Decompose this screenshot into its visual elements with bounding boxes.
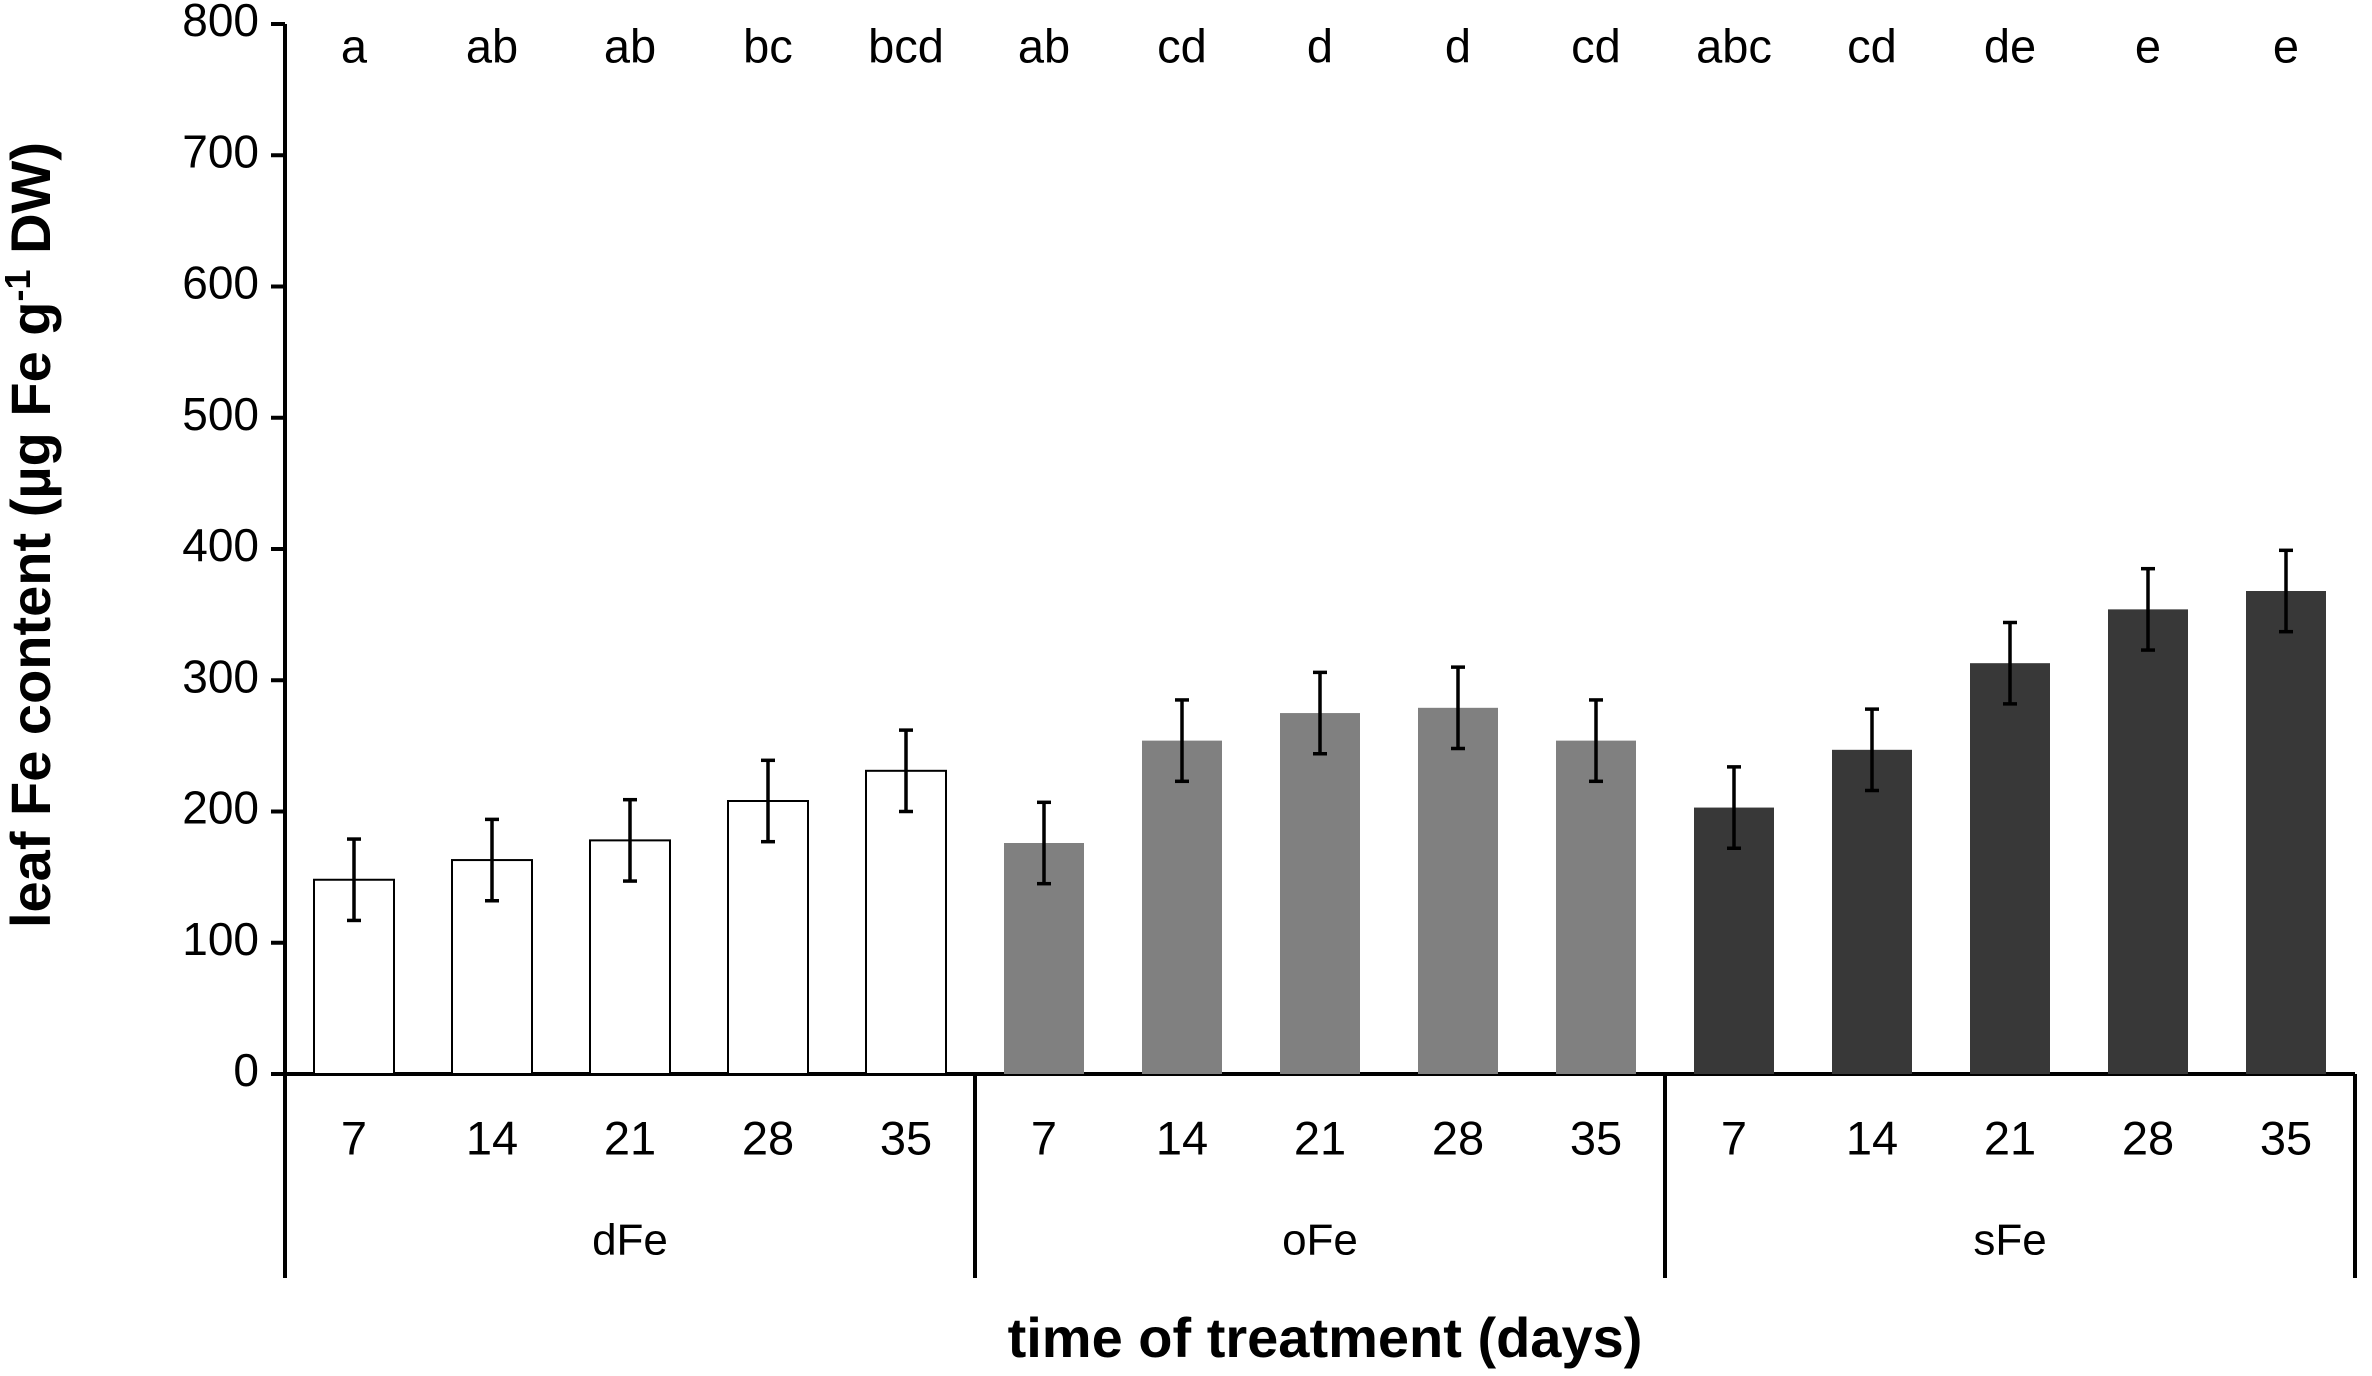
significance-letter: abc (1696, 19, 1772, 72)
significance-letter: de (1984, 19, 2036, 72)
bar-oFe-21 (1280, 713, 1360, 1074)
significance-letter: e (2135, 19, 2161, 72)
svg-text:leaf Fe content (µg Fe g-1 DW): leaf Fe content (µg Fe g-1 DW) (0, 142, 62, 928)
x-tick-label: 35 (1570, 1111, 1622, 1164)
significance-letter: ab (1018, 19, 1070, 72)
x-tick-label: 7 (1721, 1111, 1747, 1164)
bar-sFe-21 (1970, 663, 2050, 1074)
y-tick-label: 0 (233, 1044, 259, 1096)
significance-letter: e (2273, 19, 2299, 72)
group-label-sFe: sFe (1973, 1216, 2046, 1265)
significance-letter: bc (743, 19, 793, 72)
significance-letter: ab (466, 19, 518, 72)
significance-letter: ab (604, 19, 656, 72)
group-label-oFe: oFe (1282, 1216, 1358, 1265)
x-tick-label: 35 (2260, 1111, 2312, 1164)
x-tick-label: 14 (466, 1111, 518, 1164)
y-axis-title-main: leaf Fe content (µg Fe g (0, 302, 62, 929)
y-axis-title-end: DW) (0, 142, 62, 270)
y-tick-label: 800 (182, 0, 259, 46)
significance-letter: cd (1157, 19, 1207, 72)
y-tick-label: 600 (182, 257, 259, 309)
significance-letter: cd (1847, 19, 1897, 72)
y-tick-label: 700 (182, 125, 259, 177)
x-tick-label: 7 (341, 1111, 367, 1164)
plot-area: 0 100 200 300 400 500 600 700 800 a 7 ab 14 ab 21 bc 28 b… (182, 0, 2357, 1278)
significance-letter: cd (1571, 19, 1621, 72)
y-tick-label: 500 (182, 388, 259, 440)
y-axis-title-superscript: -1 (0, 269, 38, 301)
x-tick-label: 35 (880, 1111, 932, 1164)
y-tick-label: 400 (182, 519, 259, 571)
x-tick-label: 14 (1156, 1111, 1208, 1164)
bar-oFe-14 (1142, 740, 1222, 1074)
x-tick-label: 28 (742, 1111, 794, 1164)
significance-letter: bcd (868, 19, 944, 72)
bar-oFe-28 (1418, 707, 1498, 1074)
bar-sFe-7 (1694, 807, 1774, 1074)
x-tick-label: 7 (1031, 1111, 1057, 1164)
bar-oFe-35 (1556, 740, 1636, 1074)
bar-sFe-35 (2246, 591, 2326, 1074)
x-axis-title: time of treatment (days) (1008, 1306, 1643, 1369)
y-tick-label: 300 (182, 650, 259, 702)
x-tick-label: 21 (1984, 1111, 2036, 1164)
x-tick-label: 28 (2122, 1111, 2174, 1164)
y-tick-label: 100 (182, 913, 259, 965)
bar-dFe-28 (727, 800, 809, 1075)
group-label-dFe: dFe (592, 1216, 668, 1265)
bar-dFe-35 (865, 769, 947, 1075)
y-axis-title: leaf Fe content (µg Fe g-1 DW) (0, 142, 62, 928)
significance-letter: d (1445, 19, 1471, 72)
y-tick-label: 200 (182, 782, 259, 834)
significance-letter: a (341, 19, 368, 72)
bar-sFe-14 (1832, 749, 1912, 1074)
x-tick-label: 21 (604, 1111, 656, 1164)
x-tick-label: 28 (1432, 1111, 1484, 1164)
x-tick-label: 14 (1846, 1111, 1898, 1164)
bar-sFe-28 (2108, 609, 2188, 1074)
x-tick-label: 21 (1294, 1111, 1346, 1164)
significance-letter: d (1307, 19, 1333, 72)
